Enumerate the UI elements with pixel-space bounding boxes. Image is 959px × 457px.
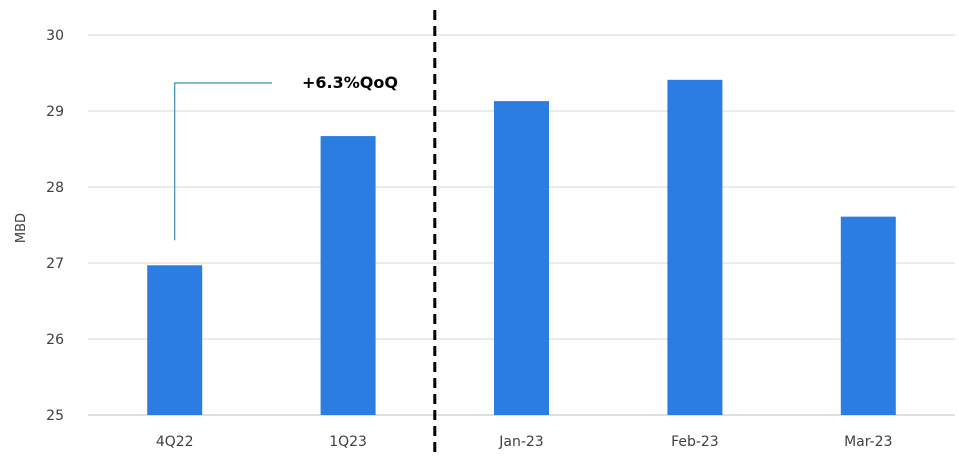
x-tick-label: 1Q23 (329, 434, 367, 450)
bar (147, 265, 203, 415)
y-tick-label: 29 (46, 104, 64, 120)
y-tick-label: 26 (46, 332, 64, 348)
annotation-connector (174, 82, 272, 241)
annotation-label: +6.3%QoQ (302, 73, 398, 92)
bar (840, 216, 896, 415)
x-tick-label: Feb-23 (671, 434, 719, 450)
y-tick-labels: 25 26 27 28 29 30 (46, 28, 64, 424)
x-tick-labels: 4Q22 1Q23 Jan-23 Feb-23 Mar-23 (156, 434, 893, 450)
y-axis-label: MBD (14, 213, 29, 243)
x-tick-label: Mar-23 (844, 434, 892, 450)
y-tick-label: 28 (46, 180, 64, 196)
y-tick-label: 30 (46, 28, 64, 44)
bar (494, 101, 549, 416)
bars (147, 79, 896, 416)
bar (667, 79, 723, 415)
y-tick-label: 27 (46, 256, 64, 272)
y-tick-label: 25 (46, 408, 64, 424)
x-tick-label: 4Q22 (156, 434, 194, 450)
bar (320, 136, 376, 415)
x-tick-label: Jan-23 (498, 434, 543, 450)
